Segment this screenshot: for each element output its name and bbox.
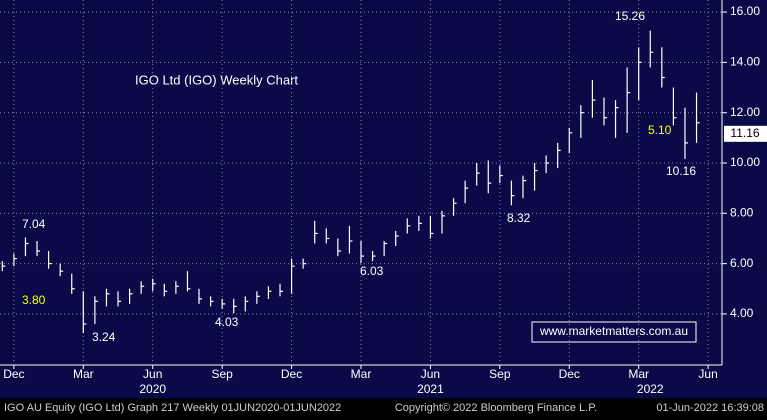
annotation: 6.03 <box>360 264 384 278</box>
footer-middle: Copyright© 2022 Bloomberg Finance L.P. <box>395 402 597 414</box>
annotation: 15.26 <box>615 9 645 23</box>
watermark-box <box>531 321 697 343</box>
annotation: 10.16 <box>666 164 696 178</box>
annotation: 5.10 <box>648 123 672 137</box>
annotation: 3.80 <box>22 293 46 307</box>
x-tick-label: Mar <box>351 367 372 381</box>
year-label: 2020 <box>139 382 166 396</box>
annotation: 7.04 <box>22 217 46 231</box>
x-tick-label: Jun <box>698 367 717 381</box>
annotation: 8.32 <box>507 211 531 225</box>
footer-left: IGO AU Equity (IGO Ltd) Graph 217 Weekly… <box>4 402 341 414</box>
x-tick-label: Dec <box>3 367 24 381</box>
chart-title: IGO Ltd (IGO) Weekly Chart <box>135 72 298 87</box>
x-tick-label: Dec <box>281 367 302 381</box>
x-tick-label: Dec <box>559 367 580 381</box>
y-tick-label: 6.00 <box>730 256 754 270</box>
footer-band <box>0 398 767 415</box>
annotation: 3.24 <box>92 330 116 344</box>
x-tick-label: Jun <box>143 367 162 381</box>
last-price-box <box>724 125 767 142</box>
year-label: 2021 <box>417 382 444 396</box>
x-tick-label: Sep <box>211 367 233 381</box>
x-tick-label: Mar <box>73 367 94 381</box>
annotation: 4.03 <box>215 315 239 329</box>
y-tick-label: 10.00 <box>730 155 760 169</box>
watermark: www.marketmatters.com.au <box>539 324 688 338</box>
last-price: 11.16 <box>730 126 759 140</box>
y-tick-label: 16.00 <box>730 4 760 18</box>
y-tick-label: 14.00 <box>730 55 760 69</box>
footer-right: 01-Jun-2022 16:39:08 <box>656 402 764 414</box>
x-tick-label: Jun <box>421 367 440 381</box>
x-tick-label: Sep <box>489 367 511 381</box>
y-tick-label: 4.00 <box>730 306 754 320</box>
x-tick-label: Mar <box>628 367 649 381</box>
year-label: 2022 <box>637 382 664 396</box>
y-tick-label: 8.00 <box>730 205 754 219</box>
y-tick-label: 12.00 <box>730 105 760 119</box>
